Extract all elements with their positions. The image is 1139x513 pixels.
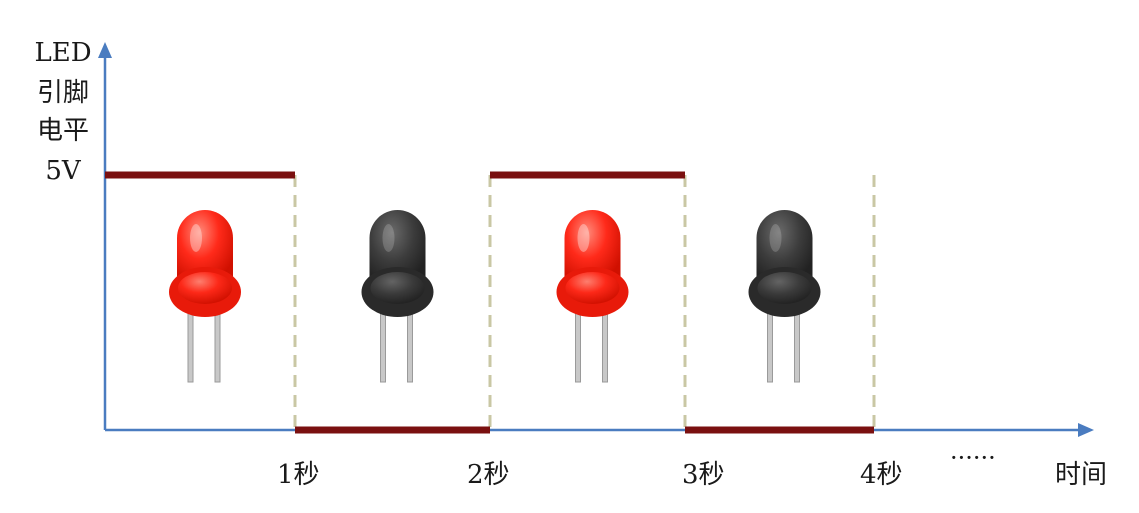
voltage-level-label: 5V <box>45 156 81 186</box>
led-highlight <box>382 224 395 252</box>
x-tick-label-2: 2秒 <box>467 460 510 490</box>
y-axis-label-line-3: 电平 <box>36 116 89 146</box>
led-dome <box>177 210 233 285</box>
led-dome <box>564 210 621 285</box>
continuation-dots: ······ <box>950 444 996 472</box>
y-axis-label-line-1: LED <box>34 38 92 68</box>
led-highlight <box>190 224 202 252</box>
led-rim-inner <box>565 272 620 304</box>
x-tick-label-4: 4秒 <box>860 460 903 490</box>
led-highlight <box>769 224 782 252</box>
led-2-off-icon <box>361 210 434 383</box>
x-tick-label-1: 1秒 <box>277 460 320 490</box>
led-3-on-icon <box>556 210 629 383</box>
led-dome <box>369 210 426 285</box>
led-rim-inner <box>178 272 232 304</box>
y-axis-label-line-2: 引脚 <box>36 78 89 108</box>
led-rim-inner <box>370 272 425 304</box>
x-axis-arrow <box>1078 423 1094 437</box>
y-axis-arrow <box>98 42 112 58</box>
led-rim-inner <box>757 272 812 304</box>
led-1-on-icon <box>169 210 241 383</box>
x-axis-label: 时间 <box>1055 460 1108 490</box>
x-tick-label-3: 3秒 <box>682 460 725 490</box>
led-dome <box>756 210 813 285</box>
led-4-off-icon <box>748 210 821 383</box>
led-highlight <box>577 224 590 252</box>
